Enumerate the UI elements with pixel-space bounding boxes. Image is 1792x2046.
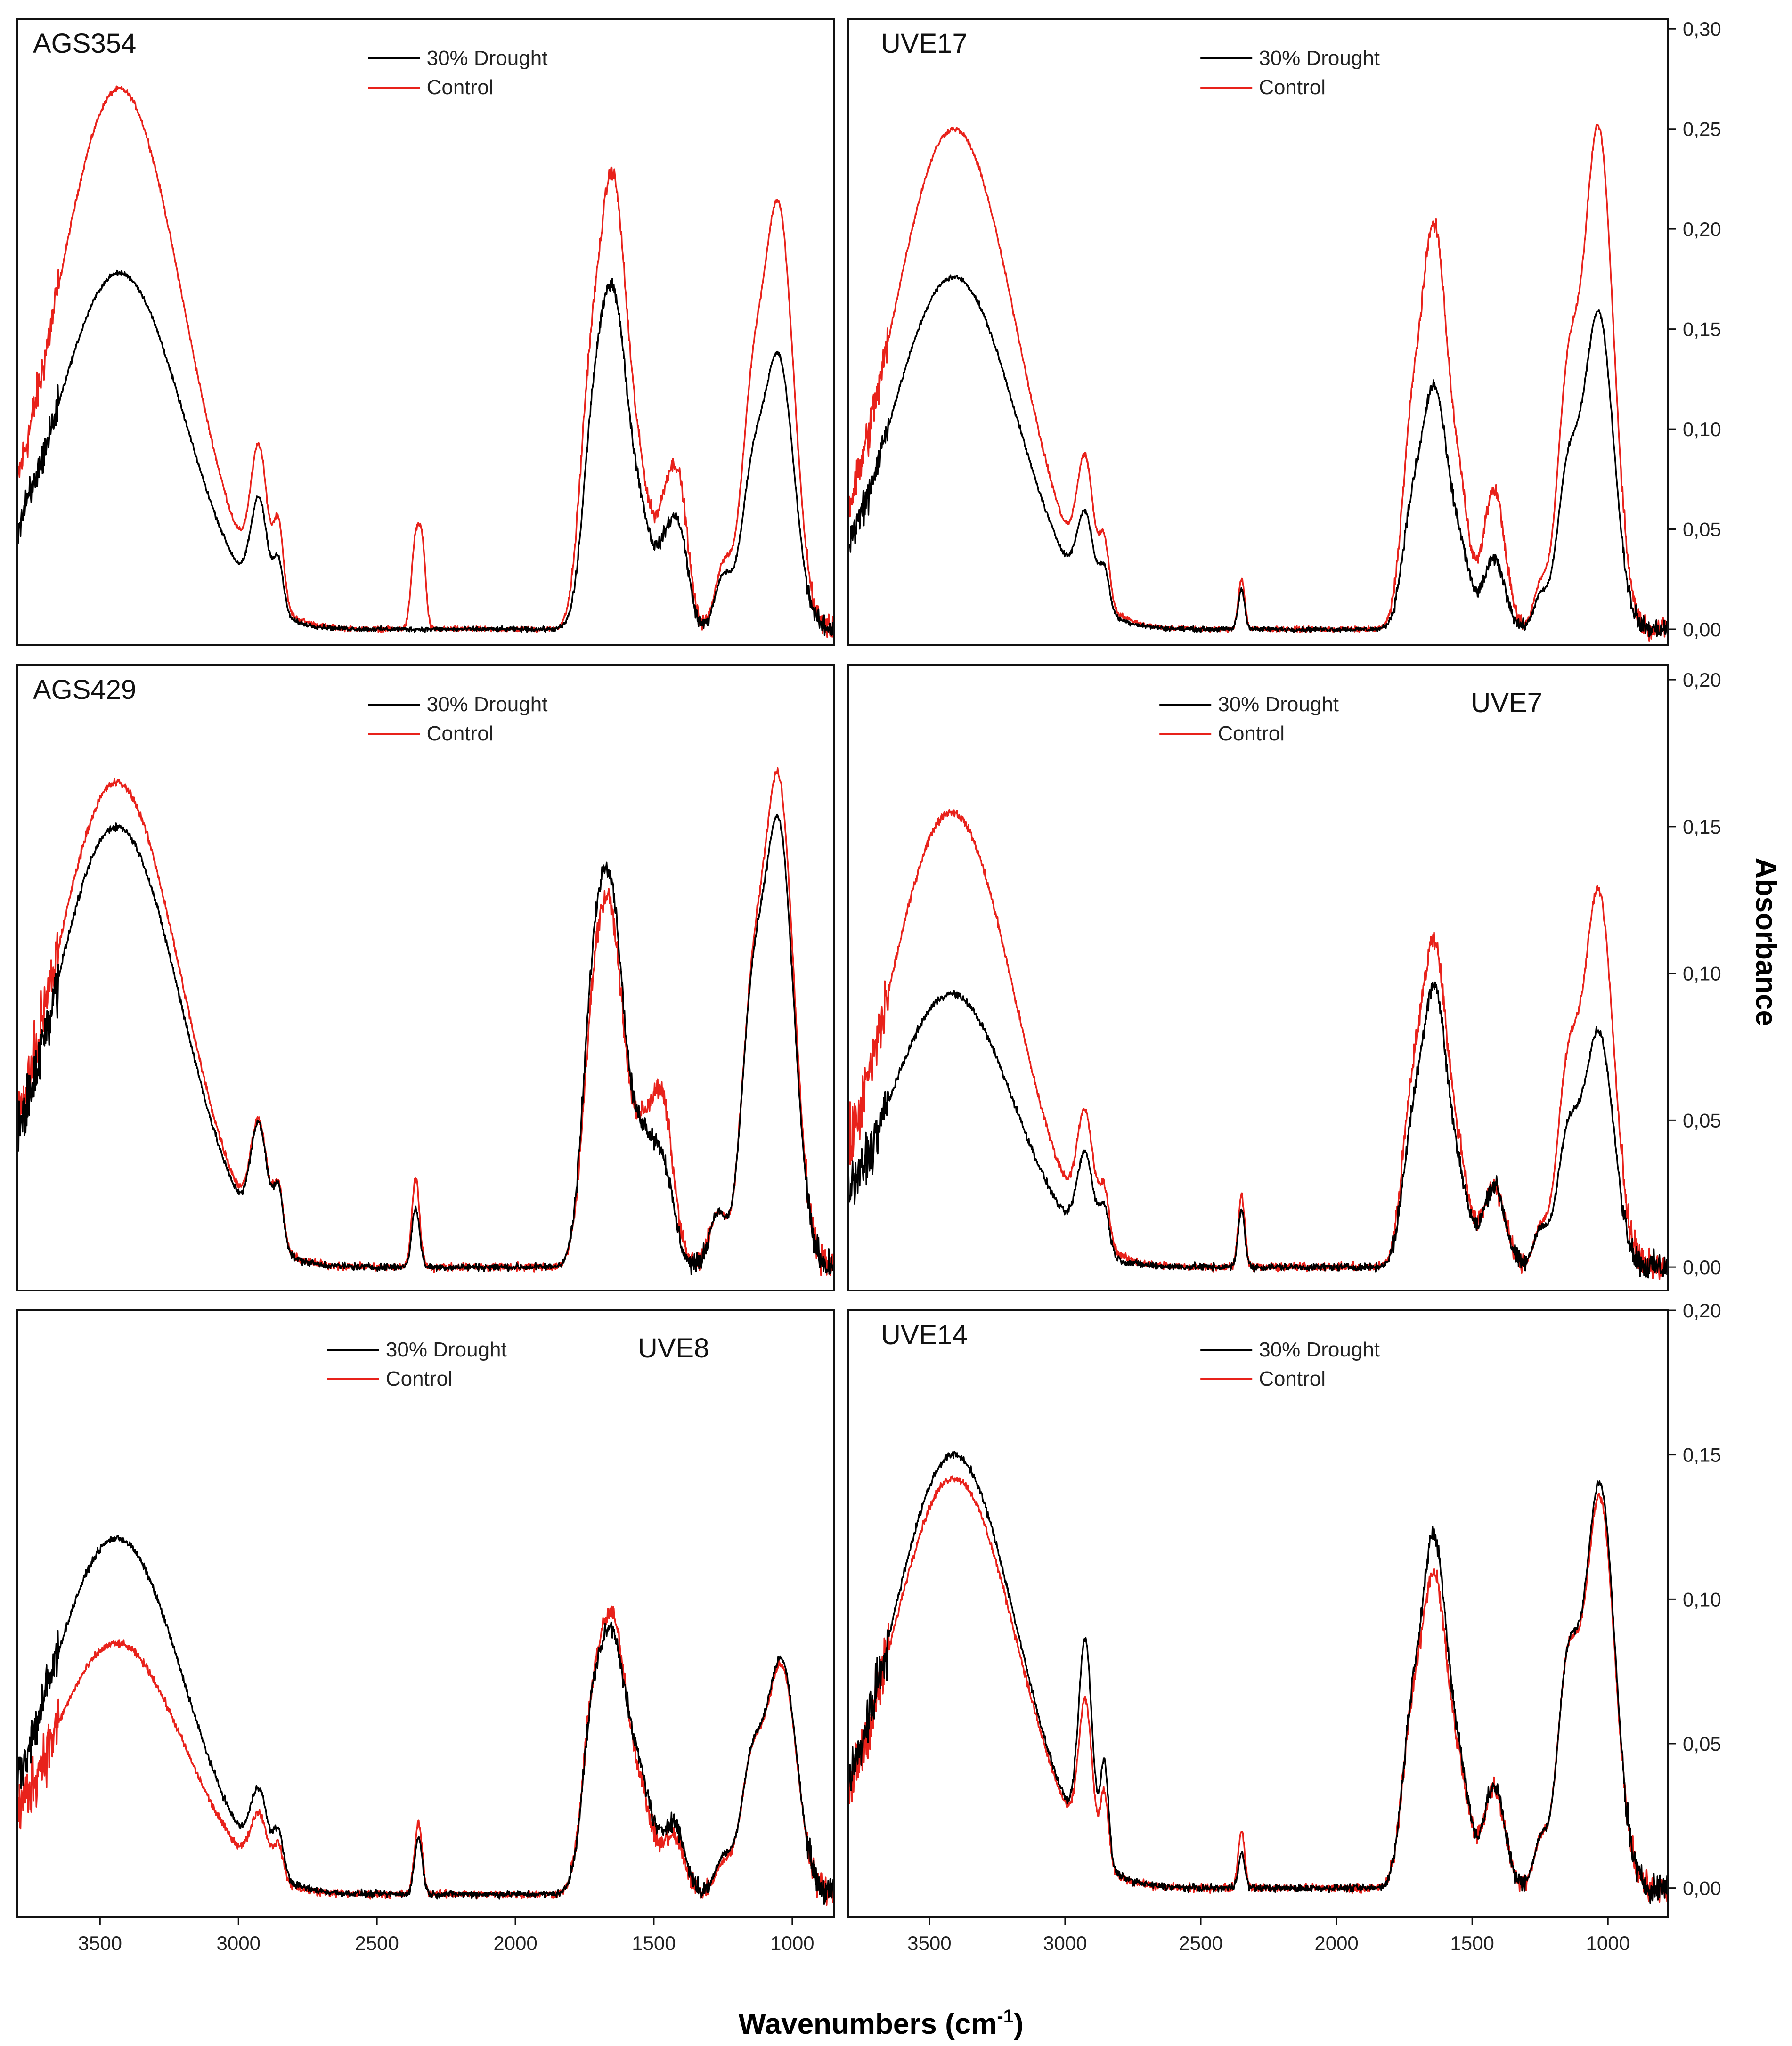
- y-tick-label: 0,20: [1683, 669, 1721, 691]
- x-tick-label: 3500: [78, 1932, 122, 1954]
- x-tick-label: 2000: [493, 1932, 537, 1954]
- legend-label: Control: [1259, 76, 1326, 99]
- panel-label: AGS429: [33, 674, 136, 705]
- panel-label: UVE7: [1471, 688, 1542, 718]
- y-tick-label: 0,00: [1683, 1877, 1721, 1900]
- legend-label: Control: [427, 76, 494, 99]
- panel-ags429: AGS429 30% Drought Control: [16, 664, 835, 1291]
- x-tick-label: 2500: [355, 1932, 399, 1954]
- panel-frame: [847, 664, 1669, 1291]
- panel-frame: [847, 1309, 1669, 1918]
- y-axis-title: Absorbance: [1750, 858, 1782, 1026]
- y-tick-label: 0,00: [1683, 618, 1721, 641]
- legend: 30% Drought Control: [368, 693, 548, 745]
- x-tick-label: 2000: [1314, 1932, 1358, 1954]
- x-axis-bottom-right: 3500 3000 2500 2000 1500 1000: [907, 1917, 1630, 1954]
- y-tick-label: 0,15: [1683, 816, 1721, 838]
- y-tick-label: 0,25: [1683, 118, 1721, 140]
- legend-label: 30% Drought: [427, 693, 548, 716]
- x-tick-label: 1500: [632, 1932, 676, 1954]
- legend-label: 30% Drought: [427, 47, 548, 70]
- series-drought-uve17: [847, 274, 1669, 638]
- x-tick-label: 1000: [1586, 1932, 1630, 1954]
- series-drought-ags354: [16, 269, 835, 636]
- panel-label: AGS354: [33, 28, 136, 59]
- legend-label: 30% Drought: [386, 1338, 507, 1361]
- series-drought-uve8: [16, 1534, 835, 1905]
- panel-label: UVE14: [881, 1320, 968, 1350]
- y-tick-label: 0,10: [1683, 1588, 1721, 1610]
- y-tick-label: 0,15: [1683, 1444, 1721, 1466]
- series-drought-uve14: [847, 1451, 1669, 1904]
- y-tick-label: 0,05: [1683, 1109, 1721, 1131]
- legend-label: 30% Drought: [1218, 693, 1339, 716]
- y-tick-label: 0,20: [1683, 218, 1721, 240]
- x-axis-title-superscript: -1: [997, 2006, 1014, 2027]
- panel-uve7: UVE7 30% Drought Control: [847, 664, 1669, 1291]
- panel-uve8: UVE8 30% Drought Control: [16, 1309, 835, 1918]
- legend: 30% Drought Control: [1159, 693, 1339, 745]
- series-drought-uve7: [847, 981, 1669, 1279]
- x-axis-bottom-left: 3500 3000 2500 2000 1500 1000: [78, 1917, 815, 1954]
- x-tick-label: 3000: [217, 1932, 261, 1954]
- y-tick-label: 0,05: [1683, 519, 1721, 541]
- x-tick-label: 1000: [770, 1932, 814, 1954]
- panel-frame: [16, 18, 835, 646]
- legend: 30% Drought Control: [327, 1338, 507, 1390]
- y-tick-label: 0,10: [1683, 418, 1721, 440]
- x-tick-label: 2500: [1179, 1932, 1222, 1954]
- legend-label: 30% Drought: [1259, 1338, 1380, 1361]
- panel-frame: [847, 18, 1669, 646]
- legend-label: Control: [1218, 722, 1285, 745]
- series-control-ags354: [16, 85, 835, 638]
- x-tick-label: 3000: [1043, 1932, 1087, 1954]
- legend: 30% Drought Control: [1200, 1338, 1380, 1390]
- x-tick-label: 3500: [907, 1932, 951, 1954]
- panel-uve14: UVE14 30% Drought Control: [847, 1309, 1669, 1918]
- x-tick-label: 1500: [1450, 1932, 1494, 1954]
- legend: 30% Drought Control: [1200, 47, 1380, 99]
- y-tick-label: 0,20: [1683, 1299, 1721, 1322]
- legend-label: 30% Drought: [1259, 47, 1380, 70]
- legend-label: Control: [1259, 1367, 1326, 1390]
- panel-ags354: AGS354 30% Drought Control: [16, 18, 835, 646]
- panel-label: UVE17: [881, 28, 968, 59]
- y-tick-label: 0,30: [1683, 18, 1721, 40]
- panel-frame: [16, 664, 835, 1291]
- series-drought-ags429: [16, 813, 834, 1275]
- y-tick-label: 0,10: [1683, 963, 1721, 985]
- x-axis-title: Wavenumbers (cm-1): [738, 2006, 1023, 2040]
- panels-layer: AGS354 30% Drought Control UVE17 30% Drought…: [16, 18, 1669, 1918]
- y-tick-label: 0,05: [1683, 1733, 1721, 1755]
- legend: 30% Drought Control: [368, 47, 548, 99]
- panel-uve17: UVE17 30% Drought Control: [847, 18, 1669, 646]
- panel-label: UVE8: [638, 1333, 709, 1364]
- legend-label: Control: [427, 722, 494, 745]
- panel-frame: [16, 1309, 835, 1918]
- y-tick-label: 0,15: [1683, 318, 1721, 341]
- x-axis-title-close: ): [1014, 2008, 1024, 2040]
- y-axis-right: 0,00 0,05 0,10 0,15 0,20 0,25 0,30 0,00 0,05 0,10…: [1668, 18, 1721, 1900]
- y-tick-label: 0,00: [1683, 1256, 1721, 1278]
- legend-label: Control: [386, 1367, 453, 1390]
